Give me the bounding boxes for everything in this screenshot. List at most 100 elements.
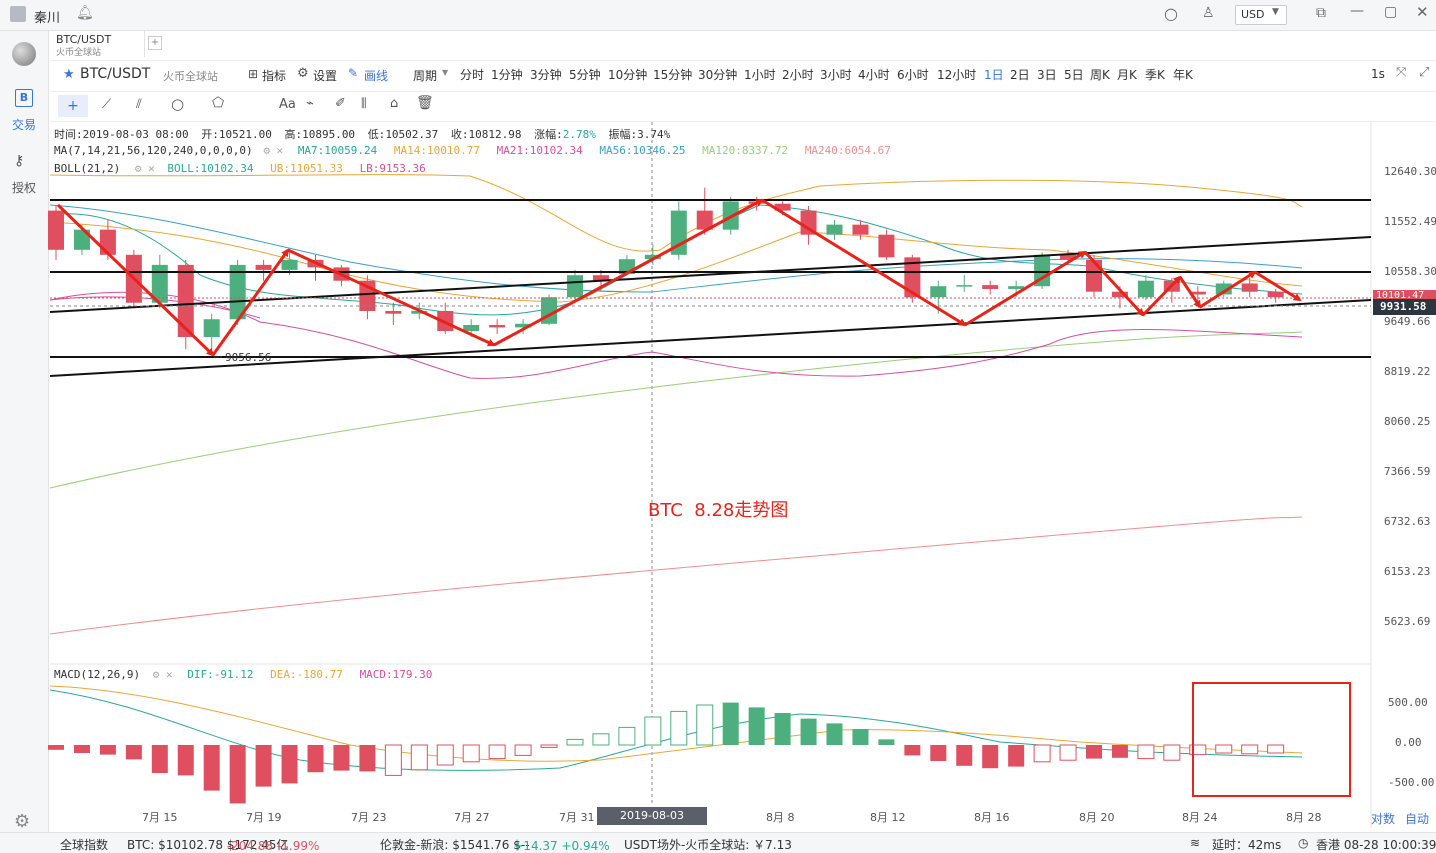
sidebar-item-trade[interactable]: 交易: [12, 118, 37, 132]
add-tab-icon[interactable]: +: [148, 36, 162, 50]
line-tool-icon[interactable]: ⟋: [102, 97, 112, 112]
settings-icon[interactable]: ⚙: [297, 66, 309, 81]
fullscreen-icon[interactable]: ⤧: [1396, 65, 1407, 80]
key-icon[interactable]: ⚷: [14, 153, 25, 169]
candle[interactable]: [489, 319, 506, 335]
shirt-icon[interactable]: ♙: [1202, 5, 1215, 21]
boll-config-icon[interactable]: ⚙ ✕: [134, 162, 155, 175]
candle[interactable]: [567, 269, 583, 303]
pen-tool-icon[interactable]: ✐: [335, 96, 346, 111]
lock-tool-icon[interactable]: ⌂: [390, 96, 399, 111]
period-option[interactable]: 季K: [1145, 68, 1165, 82]
parallel-tool-icon[interactable]: ⫽: [136, 97, 142, 112]
candle[interactable]: [1267, 288, 1284, 303]
candle[interactable]: [1241, 277, 1258, 298]
period-option[interactable]: 3小时: [820, 68, 852, 82]
symbol-label[interactable]: BTC/USDT: [80, 66, 151, 82]
period-option[interactable]: 12小时: [937, 68, 977, 82]
auto-scale-button[interactable]: 自动: [1405, 812, 1430, 826]
candle[interactable]: [515, 319, 532, 335]
trendline-drawing[interactable]: [49, 299, 1372, 377]
candle[interactable]: [1137, 275, 1154, 300]
candle[interactable]: [1034, 252, 1051, 289]
polygon-tool-icon[interactable]: ⬠: [212, 95, 225, 111]
period-option[interactable]: 1日: [984, 68, 1004, 82]
settings-gear-icon[interactable]: ⚙: [14, 811, 31, 832]
candle[interactable]: [541, 294, 558, 325]
period-option[interactable]: 1小时: [744, 68, 776, 82]
period-option[interactable]: 6小时: [897, 68, 929, 82]
period-option[interactable]: 周K: [1090, 68, 1110, 82]
candle[interactable]: [1215, 280, 1232, 298]
period-option[interactable]: 3日: [1037, 68, 1057, 82]
candle[interactable]: [956, 275, 973, 292]
ma-config-icon[interactable]: ⚙ ✕: [263, 144, 284, 157]
expand-icon[interactable]: ⤢: [1419, 65, 1430, 80]
close-icon[interactable]: ✕: [1416, 3, 1429, 21]
trendline-drawing[interactable]: [49, 236, 1372, 313]
restore-window-icon[interactable]: ⧉: [1316, 5, 1326, 21]
circle-tool-icon[interactable]: ○: [171, 95, 185, 113]
period-option[interactable]: 30分钟: [698, 68, 738, 82]
minimize-icon[interactable]: —: [1350, 3, 1364, 19]
crosshair-tool-icon[interactable]: +: [58, 95, 88, 117]
candle[interactable]: [229, 259, 246, 325]
period-chevron-icon[interactable]: ▼: [442, 68, 449, 77]
candle[interactable]: [281, 249, 298, 276]
maximize-icon[interactable]: ▢: [1384, 4, 1398, 20]
period-option[interactable]: 分时: [460, 68, 485, 82]
arrow-drawing[interactable]: [1254, 270, 1302, 302]
arrow-drawing[interactable]: [1178, 276, 1202, 309]
period-option[interactable]: 3分钟: [530, 68, 562, 82]
indicators-icon[interactable]: ⊞: [248, 67, 259, 81]
draw-icon[interactable]: ✎: [348, 66, 359, 80]
currency-select[interactable]: USD ▼: [1235, 5, 1287, 25]
arrow-drawing[interactable]: [1083, 250, 1145, 317]
settings-button[interactable]: 设置: [313, 69, 338, 83]
period-option[interactable]: 2小时: [782, 68, 814, 82]
search-icon[interactable]: ○: [1164, 4, 1178, 23]
period-label[interactable]: 周期: [413, 69, 438, 83]
measure-tool-icon[interactable]: ⫼: [361, 96, 367, 110]
period-option[interactable]: 月K: [1117, 68, 1137, 82]
brush-tool-icon[interactable]: ⌁: [306, 96, 314, 111]
period-option[interactable]: 4小时: [858, 68, 890, 82]
arrow-drawing[interactable]: [964, 250, 1087, 327]
log-scale-button[interactable]: 对数: [1371, 812, 1396, 826]
delete-tool-icon[interactable]: 🗑︎: [416, 95, 434, 111]
indicators-button[interactable]: 指标: [262, 69, 287, 83]
period-option[interactable]: 年K: [1173, 68, 1193, 82]
refresh-rate[interactable]: 1s: [1371, 67, 1385, 81]
candle[interactable]: [359, 275, 376, 320]
candle[interactable]: [800, 206, 817, 245]
period-option[interactable]: 5日: [1064, 68, 1084, 82]
arrow-drawing[interactable]: [56, 203, 215, 357]
candle[interactable]: [48, 206, 64, 260]
candle[interactable]: [151, 254, 168, 309]
candle[interactable]: [696, 187, 713, 235]
arrow-drawing[interactable]: [761, 198, 967, 327]
candle[interactable]: [255, 259, 272, 281]
draw-button[interactable]: 画线: [364, 69, 389, 83]
arrow-drawing[interactable]: [211, 248, 290, 356]
period-option[interactable]: 10分钟: [608, 68, 648, 82]
period-option[interactable]: 1分钟: [491, 68, 523, 82]
candle[interactable]: [826, 219, 843, 240]
arrow-drawing[interactable]: [1199, 270, 1257, 309]
candle[interactable]: [878, 229, 895, 260]
period-option[interactable]: 2日: [1010, 68, 1030, 82]
candle[interactable]: [203, 313, 220, 350]
arrow-drawing[interactable]: [493, 198, 764, 347]
period-option[interactable]: 15分钟: [653, 68, 693, 82]
candle[interactable]: [670, 201, 687, 260]
user-name[interactable]: 秦川: [34, 11, 61, 26]
candle[interactable]: [644, 244, 661, 265]
candle[interactable]: [982, 280, 999, 295]
arrow-drawing[interactable]: [1141, 275, 1182, 317]
candle[interactable]: [852, 219, 869, 240]
user-icon[interactable]: [10, 6, 26, 22]
chart-tab[interactable]: BTC/USDT 火币全球站: [50, 31, 145, 58]
macd-config-icon[interactable]: ⚙ ✕: [152, 668, 173, 681]
arrow-drawing[interactable]: [287, 248, 496, 347]
